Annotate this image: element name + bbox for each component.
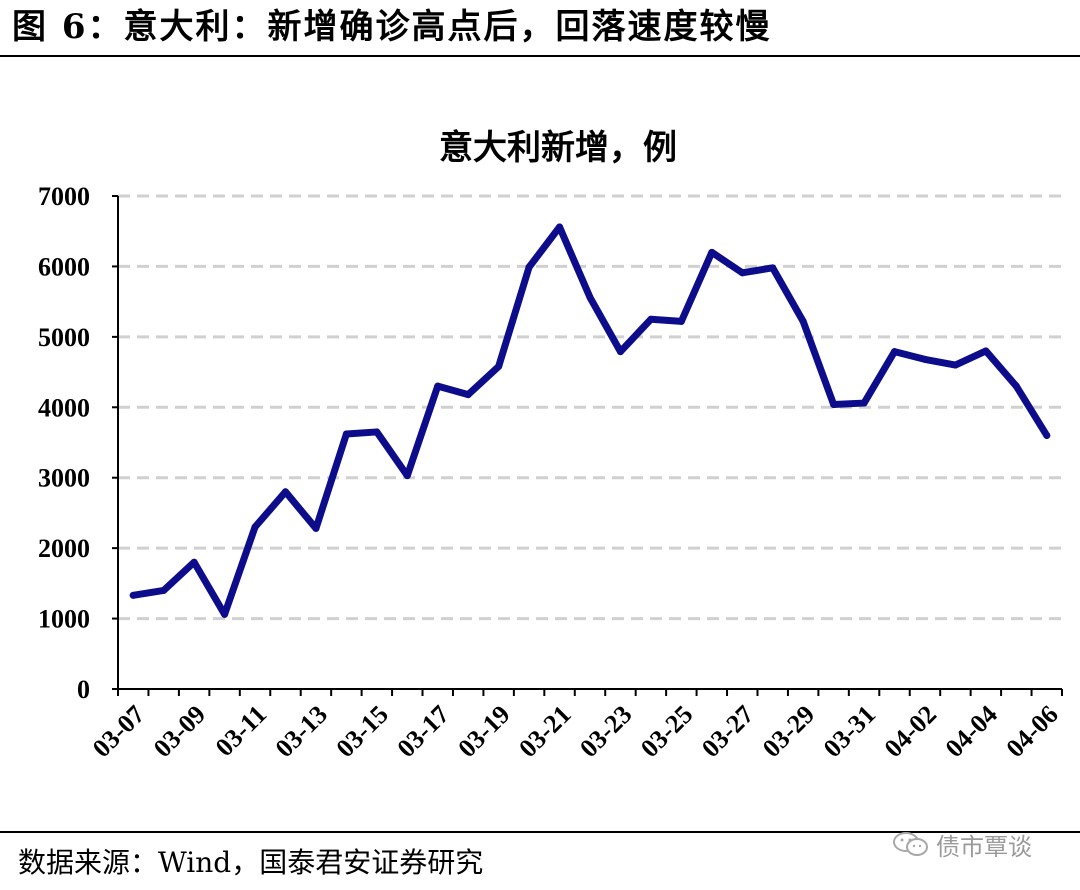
y-tick-label-7000: 7000: [38, 182, 90, 211]
x-tick-label-03-31: 03-31: [818, 700, 881, 763]
data-point-03-29: [799, 317, 807, 325]
data-point-03-14: [342, 430, 350, 438]
data-point-03-16: [403, 472, 411, 480]
figure-title: 图 6：意大利：新增确诊高点后，回落速度较慢: [12, 7, 772, 47]
x-tick-label-03-11: 03-11: [210, 700, 272, 762]
x-tick-label-04-06: 04-06: [1000, 700, 1063, 763]
top-rule: [0, 55, 1080, 57]
data-point-03-18: [464, 391, 472, 399]
data-point-03-22: [586, 293, 594, 301]
bottom-rule: [0, 831, 1080, 833]
x-tick-label-04-04: 04-04: [940, 700, 1003, 763]
data-point-03-07: [129, 591, 137, 599]
data-point-03-15: [373, 428, 381, 436]
x-tick-label-04-02: 04-02: [879, 700, 942, 763]
series-line-0: [129, 223, 1051, 618]
data-point-04-01: [891, 348, 899, 356]
watermark: 债市覃谈: [892, 826, 1032, 862]
data-point-03-08: [160, 586, 168, 594]
x-tick-label-03-15: 03-15: [331, 700, 394, 763]
y-tick-label-5000: 5000: [38, 323, 90, 352]
x-tick-label-03-29: 03-29: [757, 700, 820, 763]
y-tick-label-0: 0: [77, 675, 90, 704]
data-point-03-19: [495, 362, 503, 370]
x-tick-label-03-25: 03-25: [635, 700, 698, 763]
chart-title: 意大利新增，例: [439, 128, 677, 168]
watermark-text: 债市覃谈: [936, 832, 1032, 861]
data-source-note: 数据来源：Wind，国泰君安证券研究: [18, 846, 484, 879]
data-point-03-24: [647, 315, 655, 323]
x-tick-label-03-23: 03-23: [574, 700, 637, 763]
y-tick-label-1000: 1000: [38, 605, 90, 634]
x-tick-label-03-09: 03-09: [148, 700, 211, 763]
data-point-03-26: [708, 248, 716, 256]
data-point-03-25: [677, 317, 685, 325]
data-point-03-21: [556, 223, 564, 231]
data-point-03-31: [860, 399, 868, 407]
y-tick-label-4000: 4000: [38, 393, 90, 422]
data-point-03-13: [312, 524, 320, 532]
wechat-icon: [893, 832, 928, 856]
data-point-03-10: [221, 610, 229, 618]
data-point-03-17: [434, 382, 442, 390]
data-point-04-03: [951, 361, 959, 369]
data-point-04-02: [921, 355, 929, 363]
data-point-04-06: [1043, 431, 1051, 439]
x-tick-label-03-27: 03-27: [696, 700, 759, 763]
x-tick-label-03-19: 03-19: [452, 700, 515, 763]
x-tick-label-03-21: 03-21: [513, 700, 576, 763]
data-point-03-23: [616, 348, 624, 356]
data-point-03-12: [281, 488, 289, 496]
x-tick-label-03-07: 03-07: [87, 700, 150, 763]
data-point-03-27: [738, 269, 746, 277]
data-point-04-05: [1012, 382, 1020, 390]
data-point-03-28: [769, 264, 777, 272]
y-tick-label-3000: 3000: [38, 464, 90, 493]
data-point-03-09: [190, 558, 198, 566]
x-tick-label-03-13: 03-13: [270, 700, 333, 763]
data-point-03-30: [830, 400, 838, 408]
data-point-03-11: [251, 523, 259, 531]
data-point-04-04: [982, 347, 990, 355]
y-tick-label-2000: 2000: [38, 534, 90, 563]
y-tick-label-6000: 6000: [38, 252, 90, 281]
x-tick-label-03-17: 03-17: [391, 700, 454, 763]
data-point-03-20: [525, 263, 533, 271]
